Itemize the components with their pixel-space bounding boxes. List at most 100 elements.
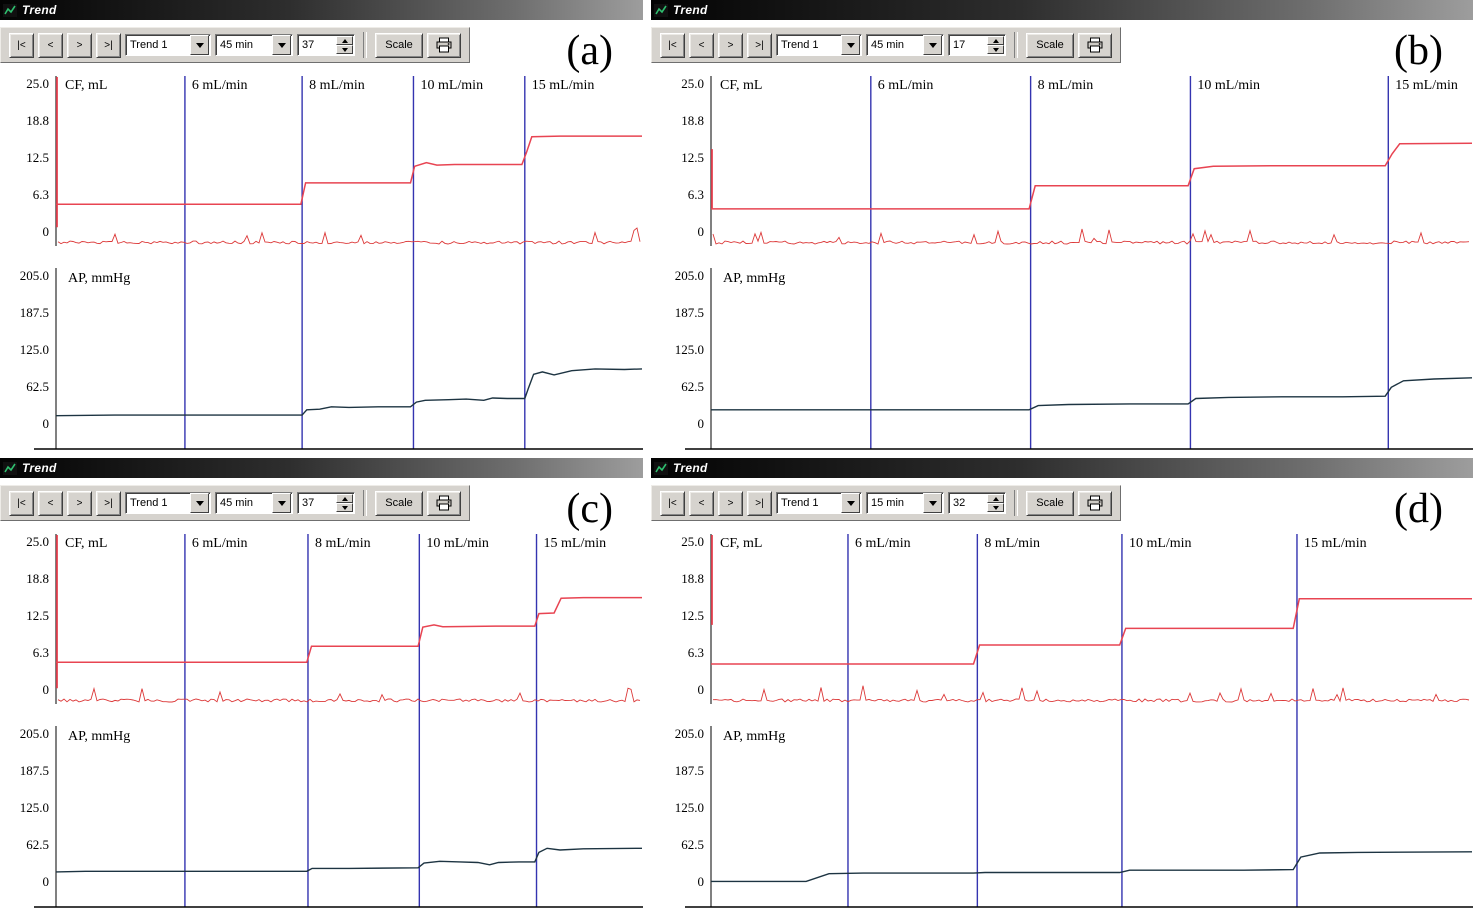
chevron-down-icon[interactable] (841, 35, 860, 55)
trend-select[interactable]: Trend 1 (125, 492, 211, 514)
spinner-up-icon[interactable] (987, 494, 1004, 503)
spinner-down-icon[interactable] (987, 503, 1004, 512)
svg-text:6.3: 6.3 (33, 645, 49, 660)
window-titlebar: Trend (651, 458, 1473, 478)
spinner-up-icon[interactable] (336, 36, 353, 45)
print-button[interactable] (1078, 32, 1112, 58)
interval-select[interactable]: 45 min (215, 492, 293, 514)
chevron-down-icon[interactable] (923, 493, 942, 513)
svg-text:187.5: 187.5 (675, 305, 704, 320)
nav-first-button[interactable]: |< (9, 32, 34, 58)
trend-app-icon (654, 461, 668, 475)
interval-select[interactable]: 45 min (215, 34, 293, 56)
print-button[interactable] (1078, 490, 1112, 516)
nav-prev-button[interactable]: < (689, 490, 714, 516)
interval-select[interactable]: 15 min (866, 492, 944, 514)
nav-first-button[interactable]: |< (9, 490, 34, 516)
nav-next-button[interactable]: > (718, 490, 743, 516)
trend-window-d: Trend |< < > >| Trend 1 15 min 32 (651, 458, 1473, 913)
interval-select[interactable]: 45 min (866, 34, 944, 56)
spinner-up-icon[interactable] (987, 36, 1004, 45)
spinner-down-icon[interactable] (336, 503, 353, 512)
nav-next-button[interactable]: > (718, 32, 743, 58)
svg-text:205.0: 205.0 (675, 268, 704, 283)
print-button[interactable] (427, 32, 461, 58)
position-spinner[interactable]: 37 (297, 492, 355, 514)
svg-text:205.0: 205.0 (20, 726, 49, 741)
chevron-down-icon[interactable] (190, 35, 209, 55)
trend-select[interactable]: Trend 1 (125, 34, 211, 56)
scale-button[interactable]: Scale (1026, 490, 1074, 516)
position-spinner-value: 37 (302, 39, 315, 51)
nav-next-button[interactable]: > (67, 490, 92, 516)
trend-select-value: Trend 1 (781, 39, 819, 51)
svg-text:12.5: 12.5 (26, 608, 49, 623)
svg-text:6 mL/min: 6 mL/min (192, 78, 248, 93)
scale-button[interactable]: Scale (375, 490, 423, 516)
svg-text:10 mL/min: 10 mL/min (420, 78, 483, 93)
chevron-down-icon[interactable] (190, 493, 209, 513)
svg-text:187.5: 187.5 (20, 305, 49, 320)
trend-window-a: Trend |< < > >| Trend 1 45 min 37 (0, 0, 643, 456)
toolbar-row: |< < > >| Trend 1 15 min 32 Scale (651, 478, 1473, 532)
svg-text:15 mL/min: 15 mL/min (1304, 536, 1367, 551)
svg-text:15 mL/min: 15 mL/min (532, 78, 595, 93)
chevron-down-icon[interactable] (272, 35, 291, 55)
trend-app-icon (654, 3, 668, 17)
figure-label: (d) (1394, 486, 1443, 532)
svg-text:0: 0 (698, 682, 705, 697)
svg-text:12.5: 12.5 (681, 608, 704, 623)
scale-button[interactable]: Scale (375, 32, 423, 58)
toolbar-row: |< < > >| Trend 1 45 min 37 Scale (0, 20, 643, 74)
svg-text:8 mL/min: 8 mL/min (315, 536, 371, 551)
printer-icon (436, 495, 452, 511)
svg-text:125.0: 125.0 (20, 800, 49, 815)
nav-first-button[interactable]: |< (660, 32, 685, 58)
nav-last-button[interactable]: >| (96, 490, 121, 516)
svg-text:0: 0 (698, 416, 705, 431)
spinner-down-icon[interactable] (987, 45, 1004, 54)
svg-text:6 mL/min: 6 mL/min (855, 536, 911, 551)
chevron-down-icon[interactable] (923, 35, 942, 55)
trend-app-icon (3, 3, 17, 17)
nav-next-button[interactable]: > (67, 32, 92, 58)
spinner-up-icon[interactable] (336, 494, 353, 503)
nav-last-button[interactable]: >| (747, 32, 772, 58)
position-spinner-value: 17 (953, 39, 966, 51)
position-spinner-value: 37 (302, 497, 315, 509)
chevron-down-icon[interactable] (841, 493, 860, 513)
svg-text:8 mL/min: 8 mL/min (1038, 78, 1094, 93)
position-spinner[interactable]: 17 (948, 34, 1006, 56)
svg-text:18.8: 18.8 (681, 113, 704, 128)
svg-text:10 mL/min: 10 mL/min (1129, 536, 1192, 551)
svg-text:12.5: 12.5 (681, 150, 704, 165)
nav-first-button[interactable]: |< (660, 490, 685, 516)
position-spinner[interactable]: 32 (948, 492, 1006, 514)
svg-text:18.8: 18.8 (681, 571, 704, 586)
trend-select[interactable]: Trend 1 (776, 34, 862, 56)
window-title: Trend (22, 461, 57, 475)
print-button[interactable] (427, 490, 461, 516)
nav-last-button[interactable]: >| (96, 32, 121, 58)
svg-text:0: 0 (43, 874, 50, 889)
interval-select-value: 45 min (220, 497, 254, 509)
nav-prev-button[interactable]: < (689, 32, 714, 58)
svg-text:CF, mL: CF, mL (720, 536, 762, 551)
toolbar-row: |< < > >| Trend 1 45 min 17 Scale (651, 20, 1473, 72)
position-spinner[interactable]: 37 (297, 34, 355, 56)
nav-prev-button[interactable]: < (38, 490, 63, 516)
nav-prev-button[interactable]: < (38, 32, 63, 58)
toolbar-separator (363, 490, 367, 516)
nav-last-button[interactable]: >| (747, 490, 772, 516)
toolbar-separator (363, 32, 367, 58)
svg-text:0: 0 (698, 874, 705, 889)
chevron-down-icon[interactable] (272, 493, 291, 513)
figure-label: (a) (566, 28, 613, 74)
spinner-down-icon[interactable] (336, 45, 353, 54)
window-titlebar: Trend (0, 458, 643, 478)
svg-text:0: 0 (43, 416, 50, 431)
scale-button[interactable]: Scale (1026, 32, 1074, 58)
trend-window-c: Trend |< < > >| Trend 1 45 min 37 (0, 458, 643, 913)
trend-select[interactable]: Trend 1 (776, 492, 862, 514)
svg-text:CF, mL: CF, mL (65, 78, 107, 93)
